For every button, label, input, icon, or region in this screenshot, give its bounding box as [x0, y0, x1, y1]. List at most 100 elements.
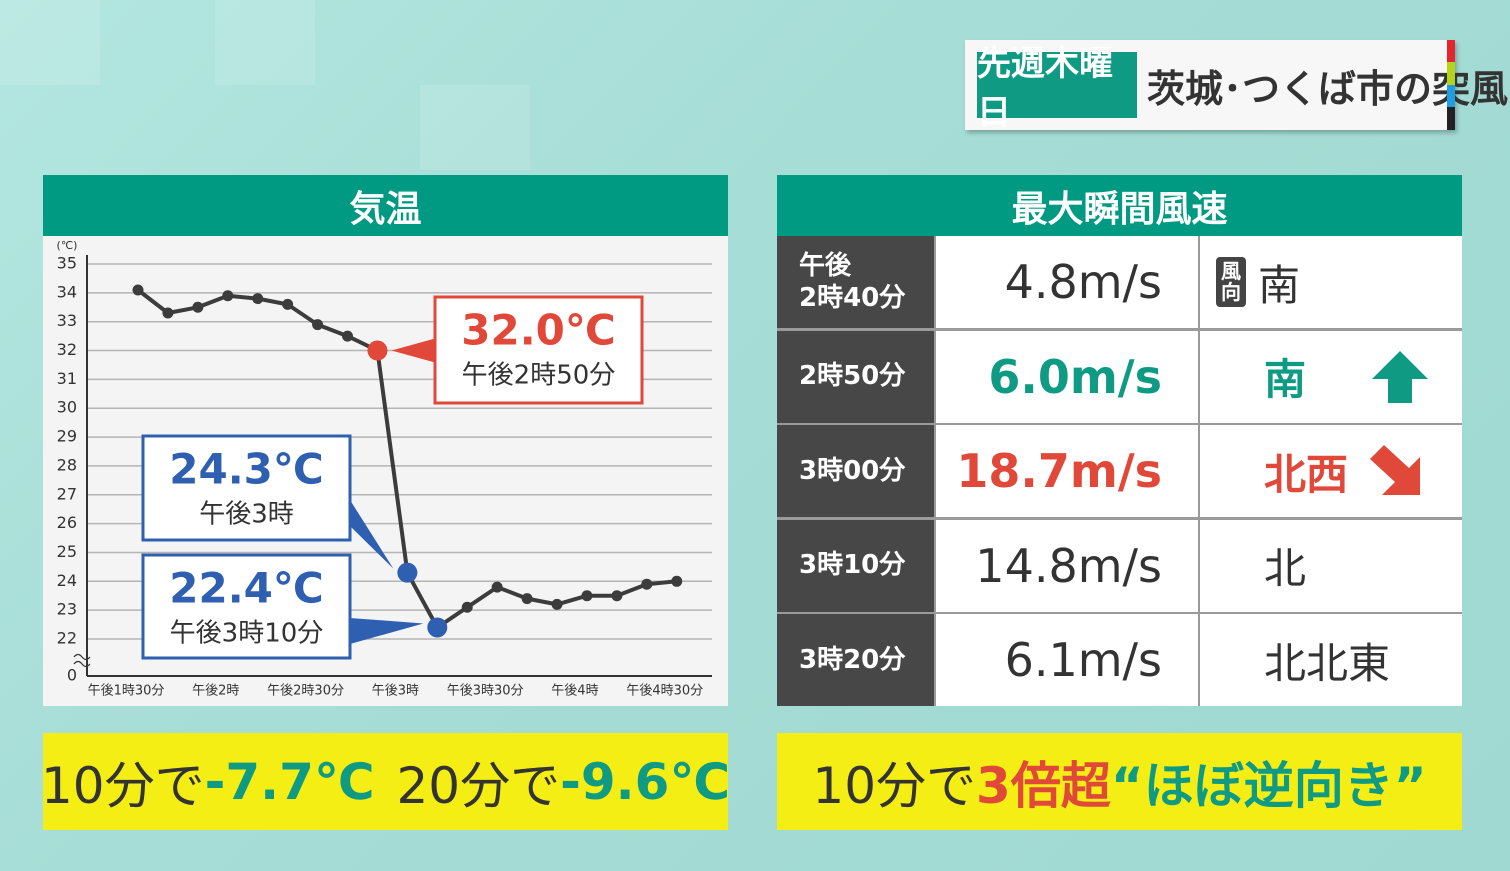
speed: 18.7m/s	[956, 444, 1162, 498]
callout-box	[433, 295, 644, 405]
callout-pointer	[350, 500, 394, 569]
stripe	[1447, 85, 1455, 107]
temperature-point	[252, 293, 264, 305]
y-tick-label: 30	[57, 398, 77, 417]
time-cell: 午後 2時40分	[777, 236, 934, 328]
direction: 北西	[1264, 449, 1349, 499]
temperature-point	[671, 575, 683, 587]
highlight-point	[367, 340, 388, 361]
stripe	[1447, 62, 1455, 85]
time-cell: 2時50分	[777, 330, 934, 423]
highlight-point	[397, 562, 418, 583]
callout-value: 24.3℃	[169, 445, 324, 494]
footer-segment: 10分で	[812, 756, 977, 815]
y-tick-label: 35	[57, 254, 77, 273]
y-tick-label: 24	[57, 571, 77, 590]
time-cell: 3時20分	[777, 614, 934, 706]
time-cell: 3時00分	[777, 425, 934, 517]
direction-cell: 南	[1200, 330, 1462, 423]
table-title: 最大瞬間風速	[777, 175, 1462, 236]
header-badge: 先週木曜日	[977, 44, 1137, 133]
direction-label: 風 向	[1216, 257, 1246, 307]
y-tick-label: 33	[57, 311, 77, 330]
bg-tile	[215, 0, 315, 85]
y-tick-label: 32	[57, 340, 77, 359]
temperature-point	[162, 307, 174, 319]
x-tick-label: 午後4時	[551, 684, 598, 699]
callout-box	[141, 553, 352, 660]
time: 2時40分	[799, 283, 906, 313]
y-break-label: 0	[67, 666, 77, 685]
y-tick-label: 22	[57, 629, 77, 648]
time-cell: 3時10分	[777, 519, 934, 612]
temperature-point	[132, 284, 144, 296]
highlight-point	[427, 617, 448, 638]
footer-segment: “ほぼ逆向き”	[1110, 756, 1427, 815]
wind-table: 午後 2時40分 4.8m/s 風 向南 2時50分 6.0m/s 南 3時00分 18.7m/…	[777, 236, 1462, 706]
y-tick-label: 28	[57, 455, 77, 474]
time: 3時00分	[799, 455, 906, 486]
direction-cell: 北	[1200, 519, 1462, 612]
speed-cell: 6.0m/s	[936, 330, 1198, 423]
speed-cell: 6.1m/s	[936, 614, 1198, 706]
direction-arrow	[1370, 445, 1422, 507]
y-tick-label: 29	[57, 427, 77, 446]
time: 3時10分	[799, 550, 906, 581]
time: 2時50分	[799, 361, 906, 392]
temperature-point	[222, 290, 234, 302]
y-tick-label: 25	[57, 542, 77, 561]
x-tick-label: 午後4時30分	[626, 684, 703, 699]
footer-right: 10分で 3倍超 “ほぼ逆向き”	[777, 733, 1462, 830]
x-tick-label: 午後3時	[372, 684, 419, 699]
y-tick-label: 23	[57, 600, 77, 619]
footer-left: 10分で -7.7℃ 20分で -9.6℃	[41, 733, 730, 830]
callout-time: 午後3時	[199, 500, 294, 530]
temperature-point	[551, 598, 563, 610]
direction-cell: 北北東	[1200, 614, 1462, 706]
table-row: 午後 2時40分 4.8m/s 風 向南	[777, 236, 1462, 328]
callout-time: 午後3時10分	[170, 619, 324, 649]
callout-box	[141, 434, 352, 542]
table-row: 3時00分 18.7m/s 北西	[777, 425, 1462, 517]
temperature-point	[312, 319, 324, 331]
speed: 6.1m/s	[1004, 633, 1162, 687]
table-row: 3時10分 14.8m/s 北	[777, 519, 1462, 612]
direction: 南	[1264, 355, 1307, 404]
x-tick-label: 午後2時30分	[267, 684, 344, 699]
temperature-point	[611, 590, 623, 602]
x-tick-label: 午後1時30分	[88, 684, 165, 699]
direction: 北	[1264, 544, 1307, 593]
callout-pointer	[391, 338, 435, 363]
speed-cell: 4.8m/s	[936, 236, 1198, 328]
time-prefix: 午後	[799, 250, 852, 281]
speed: 4.8m/s	[1004, 255, 1162, 309]
y-tick-label: 31	[57, 369, 77, 388]
y-tick-label: 34	[57, 282, 77, 301]
y-unit: (℃)	[57, 239, 78, 252]
callout-time: 午後2時50分	[462, 361, 616, 391]
temperature-point	[282, 298, 294, 310]
speed: 6.0m/s	[988, 349, 1162, 404]
direction-cell: 風 向南	[1200, 236, 1462, 328]
speed-cell: 18.7m/s	[936, 425, 1198, 517]
speed: 14.8m/s	[975, 538, 1162, 593]
table-row: 2時50分 6.0m/s 南	[777, 330, 1462, 423]
direction: 南	[1258, 260, 1301, 310]
stripe	[1447, 107, 1455, 130]
time: 3時20分	[799, 644, 906, 675]
speed-cell: 14.8m/s	[936, 519, 1198, 612]
x-tick-label: 午後3時30分	[447, 684, 524, 699]
direction-arrow	[1370, 350, 1430, 413]
temperature-point	[342, 330, 354, 342]
temperature-point	[521, 593, 533, 605]
footer-segment: 10分で	[41, 756, 205, 815]
x-tick-label: 午後2時	[192, 684, 239, 699]
direction-cell: 北西	[1200, 425, 1462, 517]
footer-segment: -9.6℃	[560, 752, 730, 811]
arrow-down-right	[1370, 445, 1420, 495]
footer-segment: 3倍超	[976, 756, 1111, 815]
temperature-point	[491, 581, 503, 593]
table-row: 3時20分 6.1m/s 北北東	[777, 614, 1462, 706]
temperature-point	[641, 578, 653, 590]
